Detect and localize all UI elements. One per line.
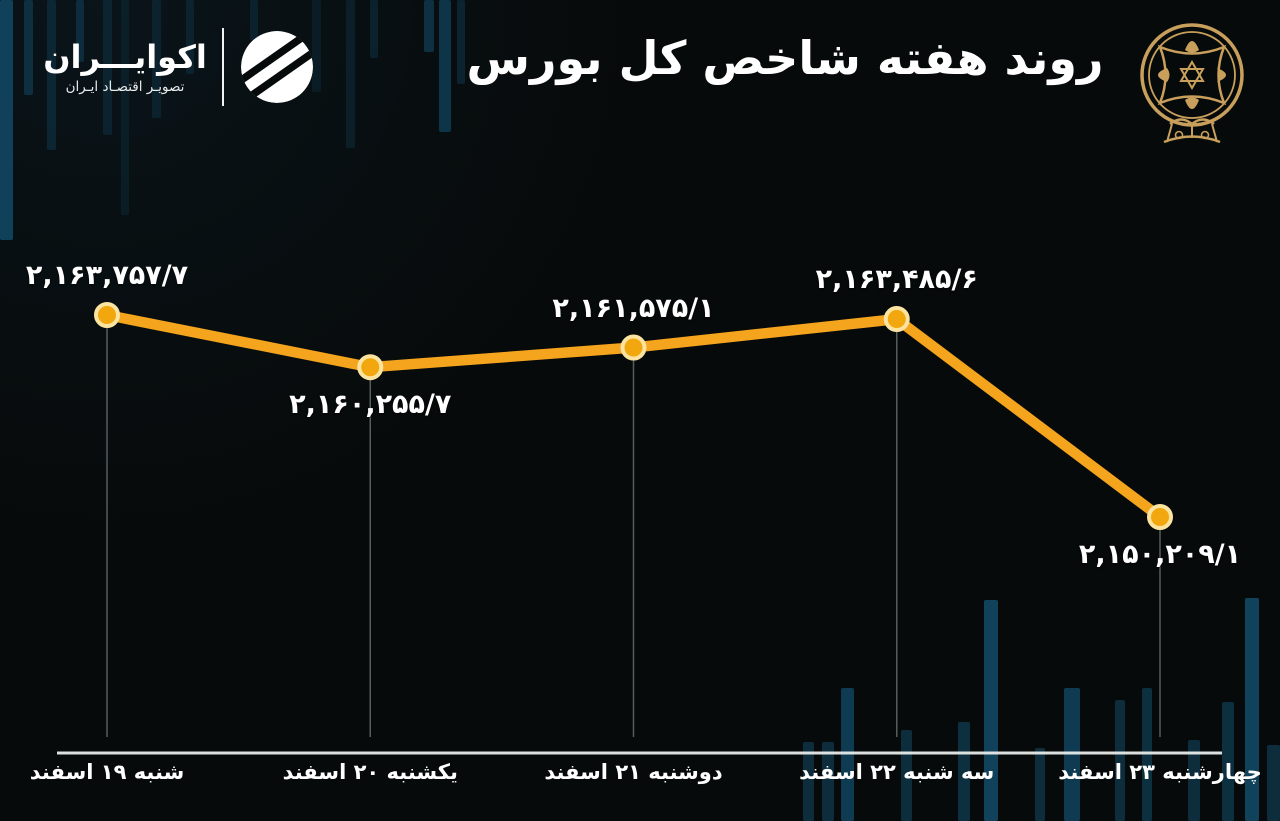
background-bar [424, 0, 434, 52]
x-axis-label-1: یکشنبه ۲۰ اسفند [282, 760, 458, 784]
background-bar [346, 0, 355, 148]
value-label-0: ۲,۱۶۳,۷۵۷/۷ [25, 260, 189, 291]
background-bar [1222, 702, 1234, 821]
background-bar [121, 0, 129, 215]
background-bar [803, 742, 814, 821]
value-label-2: ۲,۱۶۱,۵۷۵/۱ [552, 292, 715, 324]
background-bar [1115, 700, 1125, 821]
background-bar [457, 0, 465, 84]
background-bar [250, 0, 258, 40]
background-bar [958, 722, 970, 821]
background-bar [1245, 598, 1259, 821]
background-bar [1188, 740, 1200, 821]
data-point-marker [1147, 504, 1173, 530]
data-point-marker [620, 334, 647, 361]
brand-logo: اکوایـــران تصویـر اقتصـاد ایـران [40, 28, 316, 106]
x-axis-label-2: دوشنبه ۲۱ اسفند [544, 760, 723, 784]
x-axis-label-0: شنبه ۱۹ اسفند [29, 760, 185, 784]
background-bar [186, 0, 194, 74]
value-label-1: ۲,۱۶۰,۲۵۵/۷ [289, 389, 452, 421]
background-bar [370, 0, 378, 58]
background-bar [76, 0, 84, 62]
background-bar [984, 600, 998, 821]
background-bar [1035, 748, 1045, 821]
background-bar [901, 730, 912, 821]
background-bar [152, 0, 161, 118]
background-bar [47, 0, 56, 150]
background-bar [439, 0, 451, 132]
background-bar [822, 742, 834, 821]
brand-separator [222, 28, 224, 106]
background-bar [24, 0, 33, 95]
value-label-4: ۲,۱۵۰,۲۰۹/۱ [1078, 539, 1242, 570]
page-title: روند هفته شاخص کل بورس [466, 31, 1104, 85]
brand-text: اکوایـــران تصویـر اقتصـاد ایـران [40, 39, 210, 95]
brand-tagline: تصویـر اقتصـاد ایـران [65, 78, 185, 95]
background-bar [312, 0, 321, 92]
background-bar [103, 0, 112, 135]
data-point-marker [357, 354, 384, 381]
background-bar [1267, 745, 1280, 821]
ecoiran-logo-icon [238, 28, 316, 106]
value-label-3: ۲,۱۶۳,۴۸۵/۶ [815, 264, 978, 296]
data-point-marker [883, 306, 910, 333]
background-bar [0, 0, 13, 240]
x-axis-label-4: چهارشنبه ۲۳ اسفند [1058, 760, 1262, 784]
data-point-marker [94, 302, 120, 328]
brand-name: اکوایـــران [43, 38, 207, 77]
x-axis-label-3: سه شنبه ۲۲ اسفند [799, 760, 995, 784]
stock-exchange-emblem-icon [1136, 18, 1248, 156]
